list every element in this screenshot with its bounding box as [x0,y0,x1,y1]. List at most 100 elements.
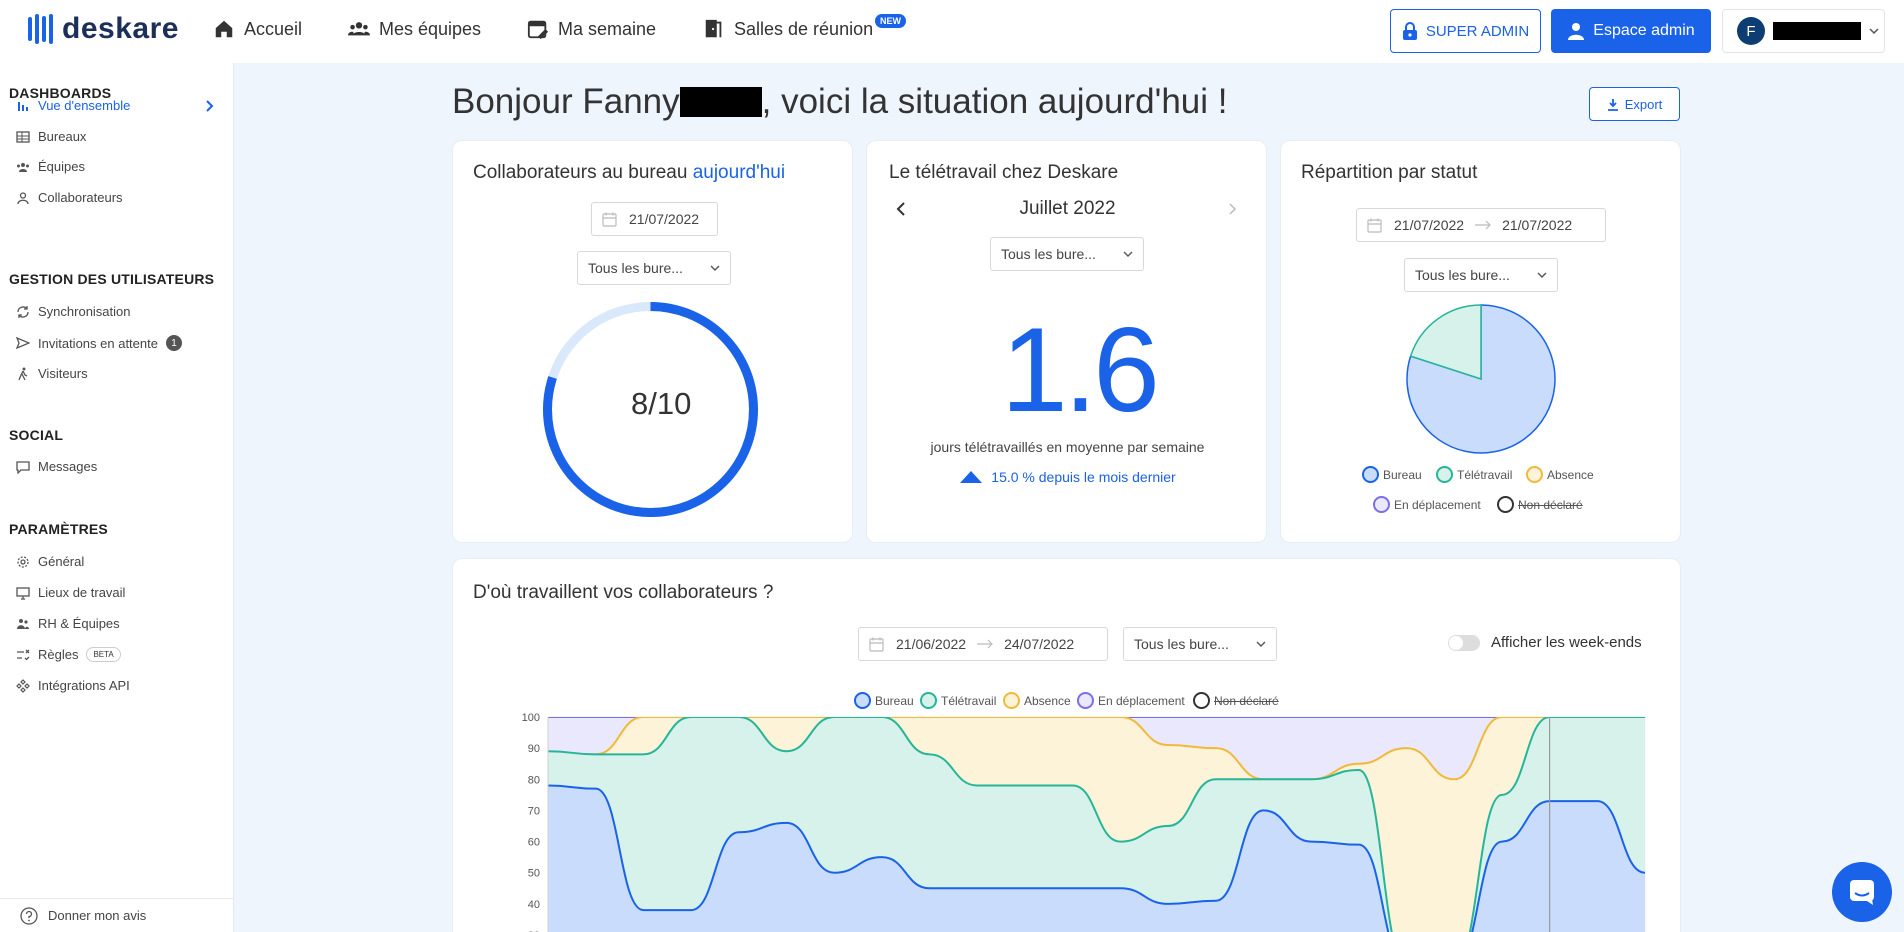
espace-admin-button[interactable]: Espace admin [1551,9,1711,53]
legend-label: Absence [1024,693,1071,708]
sidebar-item-general[interactable]: Général [16,554,216,569]
trend-indicator: 15.0 % depuis le mois dernier [867,469,1268,485]
pie-slice-bureau[interactable] [1406,304,1556,454]
weekends-toggle-label: Afficher les week-ends [1491,634,1642,651]
date-picker[interactable]: 21/07/2022 [591,202,718,236]
team-icon [17,618,29,629]
super-admin-button[interactable]: SUPER ADMIN [1390,9,1541,53]
date-to: 21/07/2022 [1502,217,1573,233]
legend-item-teletravail[interactable]: Télétravail [920,692,996,709]
legend-dot [1193,692,1210,709]
export-label: Export [1624,96,1663,112]
y-tick-label: 90 [528,743,540,755]
legend-label: Télétravail [1457,467,1513,482]
sidebar-item-label: Visiteurs [38,366,88,381]
office-select[interactable]: Tous les bure... [1404,258,1558,292]
office-select[interactable]: Tous les bure... [1123,627,1277,661]
area-bureau [548,785,1645,932]
chevron-down-icon [1123,251,1133,257]
deskare-logo[interactable]: deskare [28,12,179,46]
bar-chart-icon [18,101,28,111]
sidebar-item-bureaux[interactable]: Bureaux [16,129,216,144]
legend-item-non-declare[interactable]: Non déclaré [1193,692,1279,709]
sidebar-item-label: Intégrations API [38,678,130,693]
date-from: 21/07/2022 [1394,217,1465,233]
chevron-right-icon[interactable] [1228,202,1237,216]
chat-support-button[interactable] [1832,862,1892,922]
user-icon [17,191,29,204]
sidebar-item-equipes[interactable]: Équipes [16,159,216,174]
chevron-left-icon[interactable] [896,201,906,217]
card-title: D'où travaillent vos collaborateurs ? [473,582,774,603]
date-range-picker[interactable]: 21/07/2022 21/07/2022 [1356,208,1606,242]
nav-label: Ma semaine [558,18,657,39]
sidebar-item-label: Équipes [38,159,85,174]
sidebar-item-collaborateurs[interactable]: Collaborateurs [16,190,216,205]
legend-dot [920,692,937,709]
section-dashboards: DASHBOARDS [9,85,112,101]
legend-item-en-deplacement[interactable]: En déplacement [1373,496,1481,513]
sidebar-item-integrations-api[interactable]: Intégrations API [16,678,216,693]
trend-text: 15.0 % depuis le mois dernier [991,469,1176,485]
sidebar-item-label: RH & Équipes [38,616,120,631]
chat-icon [1850,880,1874,905]
legend-dot [1497,496,1514,513]
sidebar-item-synchronisation[interactable]: Synchronisation [16,304,216,319]
office-select-value: Tous les bure... [588,260,683,276]
avatar: F [1737,17,1765,45]
card-title: Collaborateurs au bureau aujourd'hui [473,162,785,184]
y-tick-label: 50 [528,868,540,880]
download-icon [1607,98,1618,111]
legend-dot [1526,466,1543,483]
office-select[interactable]: Tous les bure... [577,251,731,285]
legend-item-absence[interactable]: Absence [1003,692,1071,709]
sidebar-item-lieux-de-travail[interactable]: Lieux de travail [16,585,216,600]
feedback-link[interactable]: Donner mon avis [0,898,234,932]
line-t-l-travail[interactable] [548,717,1645,932]
nav-ma-semaine[interactable]: Ma semaine [527,18,656,40]
y-tick-label: 40 [528,899,540,911]
api-icon [16,678,30,693]
sidebar-item-label: Bureaux [38,129,87,144]
legend-item-bureau[interactable]: Bureau [1362,466,1422,483]
weekends-toggle[interactable] [1448,635,1480,651]
nav-salles-de-reunion[interactable]: Salles de réunion [703,18,873,40]
page-title: Bonjour Fanny , voici la situation aujou… [452,82,1227,122]
card-status-distribution: Répartition par statut 21/07/2022 21/07/… [1280,140,1681,543]
toggle-knob [1449,636,1463,650]
y-tick-label: 100 [522,712,540,724]
office-select[interactable]: Tous les bure... [990,237,1144,271]
user-menu[interactable]: F [1722,9,1885,53]
sidebar-item-regles[interactable]: Règles BETA [16,647,216,662]
date-range-picker[interactable]: 21/06/2022 24/07/2022 [858,627,1108,661]
donut-progress [543,302,758,517]
legend-item-bureau[interactable]: Bureau [854,692,914,709]
top-navbar: deskare Accueil Mes équipes Ma semaine S… [0,0,1904,63]
line-absence[interactable] [548,717,1645,781]
sidebar-item-visiteurs[interactable]: Visiteurs [16,366,216,381]
nav-mes-equipes[interactable]: Mes équipes [348,18,481,40]
date-to: 24/07/2022 [1004,636,1075,652]
card-work-locations: D'où travaillent vos collaborateurs ? 21… [452,558,1681,932]
chevron-down-icon [1256,641,1266,647]
legend-item-non-declare[interactable]: Non déclaré [1497,496,1583,513]
sidebar-item-rh-equipes[interactable]: RH & Équipes [16,616,216,631]
sidebar-item-vue-ensemble[interactable]: Vue d'ensemble [16,98,216,113]
legend-label: Bureau [875,693,914,708]
send-icon [16,336,30,350]
sidebar-item-messages[interactable]: Messages [16,459,216,474]
sidebar-item-invitations[interactable]: Invitations en attente 1 [16,335,216,351]
nav-accueil[interactable]: Accueil [213,18,302,40]
legend-item-teletravail[interactable]: Télétravail [1436,466,1512,483]
pie-slice-t-l-travail[interactable] [1409,304,1482,381]
logo-icon [28,12,53,46]
legend-item-en-deplacement[interactable]: En déplacement [1077,692,1185,709]
legend-dot [1077,692,1094,709]
y-tick-label: 30 [528,930,540,932]
legend-item-absence[interactable]: Absence [1526,466,1594,483]
date-from: 21/06/2022 [896,636,967,652]
presence-donut [543,302,758,517]
chevron-down-icon [710,265,720,271]
export-button[interactable]: Export [1589,87,1680,121]
line-bureau[interactable] [548,784,1645,932]
